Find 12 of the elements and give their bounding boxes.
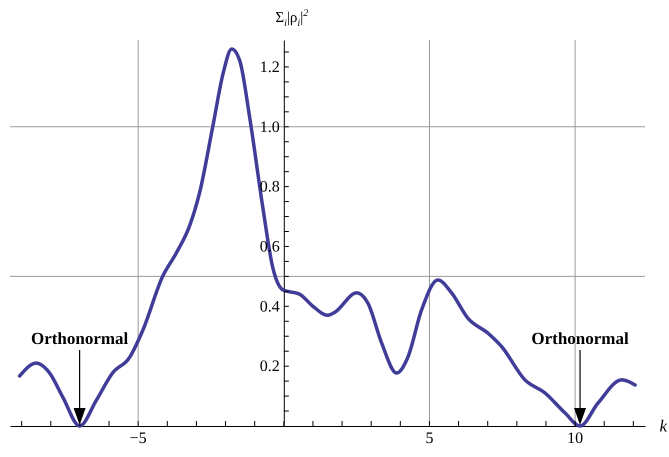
y-tick-label: 0.2 — [260, 358, 280, 376]
annotation: Orthonormal — [30, 329, 129, 348]
x-axis-title: k — [660, 416, 668, 436]
y-tick-label: 1.0 — [260, 118, 280, 136]
x-tick-label: 10 — [567, 430, 584, 447]
y-tick-label: 1.2 — [260, 58, 280, 76]
x-tick-label: −5 — [130, 430, 147, 447]
y-axis-title: Σ$_{i}$|ρ$_{i}$|$^{2}$ — [275, 8, 308, 29]
line-series — [18, 47, 637, 428]
y-tick-label: 0.4 — [260, 298, 280, 316]
x-tick-label: 5 — [425, 430, 434, 447]
annotation: Orthonormal — [531, 329, 629, 348]
